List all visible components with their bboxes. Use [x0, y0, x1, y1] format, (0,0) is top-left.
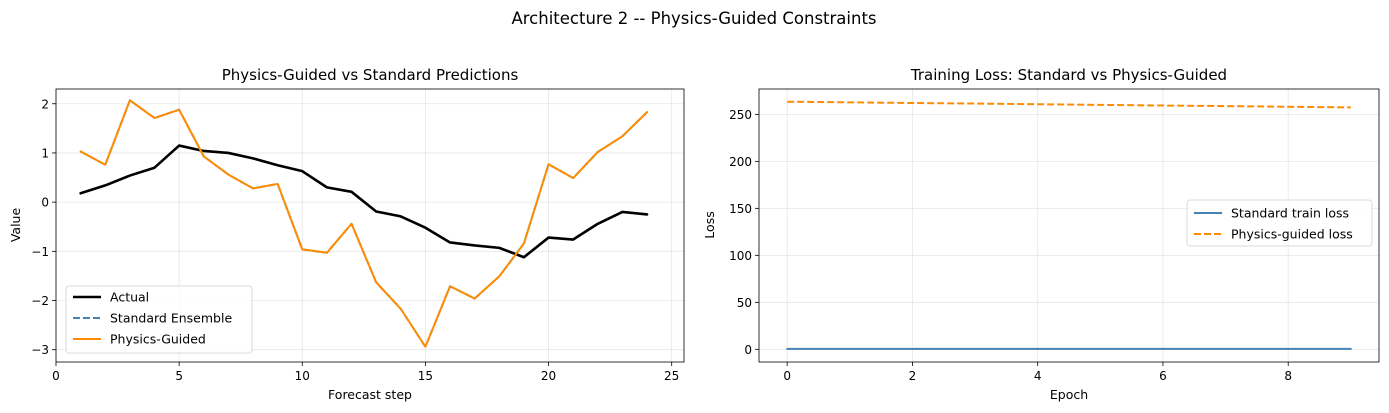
predictions-plot-title: Physics-Guided vs Standard Predictions — [222, 66, 519, 84]
training-loss-y-axis-label: Loss — [702, 211, 717, 238]
figure-suptitle: Architecture 2 -- Physics-Guided Constra… — [511, 9, 876, 28]
predictions-series-line-actual — [79, 144, 649, 259]
training-loss-x-tick-label: 8 — [1284, 369, 1292, 383]
predictions-legend: Actual Standard Ensemble Physics-Guided — [65, 285, 253, 354]
predictions-y-tick-label: −1 — [31, 245, 49, 259]
training-loss-legend-box — [1186, 199, 1373, 247]
predictions-x-tick-label: 5 — [175, 369, 183, 383]
training-loss-series-lines — [786, 100, 1352, 350]
predictions-legend-box — [65, 285, 253, 354]
training-loss-plot: Training Loss: Standard vs Physics-Guide… — [702, 66, 1380, 402]
training-loss-x-tick-label: 2 — [909, 369, 917, 383]
predictions-x-axis-label: Forecast step — [328, 387, 412, 402]
predictions-x-tick-label: 20 — [541, 369, 556, 383]
predictions-legend-label: Actual — [110, 290, 149, 305]
predictions-y-axis-label: Value — [8, 208, 23, 243]
training-loss-y-tick-label: 50 — [737, 296, 752, 310]
training-loss-plot-frame — [758, 88, 1380, 363]
predictions-x-tick-label: 0 — [52, 369, 60, 383]
training-loss-y-tick-label: 100 — [729, 249, 752, 263]
predictions-y-tick-label: −3 — [31, 343, 49, 357]
training-loss-y-tick-label: 150 — [729, 202, 752, 216]
training-loss-ticks: 0 2 4 6 8 0 50 100 150 200 250 — [729, 108, 1292, 383]
training-loss-x-tick-label: 6 — [1159, 369, 1167, 383]
predictions-legend-label: Physics-Guided — [110, 332, 206, 347]
training-loss-legend: Standard train loss Physics-guided loss — [1186, 199, 1373, 247]
training-loss-x-axis-label: Epoch — [1050, 387, 1088, 402]
training-loss-plot-title: Training Loss: Standard vs Physics-Guide… — [910, 66, 1227, 84]
predictions-ticks: 0 5 10 15 20 25 −3 −2 −1 0 1 2 — [31, 97, 679, 383]
predictions-plot: Physics-Guided vs Standard Predictions F… — [8, 66, 685, 402]
predictions-x-tick-label: 15 — [418, 369, 433, 383]
training-loss-x-tick-label: 0 — [783, 369, 791, 383]
predictions-x-tick-label: 25 — [664, 369, 679, 383]
predictions-series-lines — [79, 99, 649, 348]
predictions-legend-label: Standard Ensemble — [110, 311, 232, 326]
training-loss-y-tick-label: 250 — [729, 108, 752, 122]
training-loss-legend-label: Physics-guided loss — [1231, 227, 1353, 242]
predictions-x-tick-label: 10 — [295, 369, 310, 383]
predictions-y-tick-label: 0 — [41, 196, 49, 210]
training-loss-legend-label: Standard train loss — [1231, 206, 1349, 221]
training-loss-series-line-physics-guided-loss — [787, 100, 1351, 109]
training-loss-x-tick-label: 4 — [1034, 369, 1042, 383]
predictions-series-line-physics-guided — [79, 99, 649, 348]
predictions-plot-frame — [55, 88, 685, 363]
predictions-y-tick-label: −2 — [31, 294, 49, 308]
predictions-y-tick-label: 1 — [41, 146, 49, 160]
training-loss-y-tick-label: 0 — [744, 343, 752, 357]
training-loss-y-tick-label: 200 — [729, 155, 752, 169]
predictions-y-tick-label: 2 — [41, 97, 49, 111]
